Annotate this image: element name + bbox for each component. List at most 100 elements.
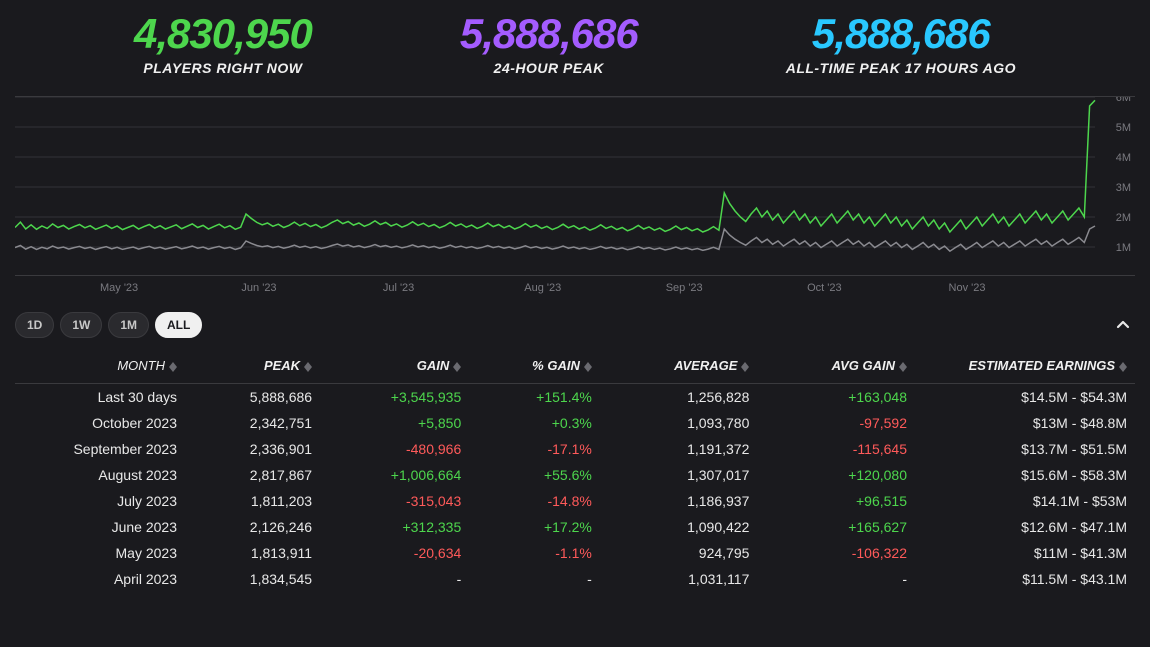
chart-x-axis: May '23Jun '23Jul '23Aug '23Sep '23Oct '… <box>15 282 1135 294</box>
stat-value: 5,888,686 <box>460 10 638 58</box>
cell: $13.7M - $51.5M <box>915 436 1135 462</box>
cell: 5,888,686 <box>185 384 320 411</box>
cell: May 2023 <box>15 540 185 566</box>
cell: 1,031,117 <box>600 566 758 592</box>
x-tick: Nov '23 <box>949 282 1090 294</box>
cell: $12.6M - $47.1M <box>915 514 1135 540</box>
cell: +3,545,935 <box>320 384 469 411</box>
col-gain[interactable]: GAIN <box>320 348 469 384</box>
cell: 1,811,203 <box>185 488 320 514</box>
cell: -1.1% <box>469 540 600 566</box>
cell: October 2023 <box>15 410 185 436</box>
cell: April 2023 <box>15 566 185 592</box>
table-row: October 20232,342,751+5,850+0.3%1,093,78… <box>15 410 1135 436</box>
player-chart[interactable]: 1M 2M 3M 4M 5M 6M May '23Jun '23Jul '23Aug '2… <box>0 96 1150 294</box>
svg-text:4M: 4M <box>1116 152 1131 164</box>
controls-row: 1D1W1MALL <box>0 294 1150 348</box>
cell: -20,634 <box>320 540 469 566</box>
cell: +55.6% <box>469 462 600 488</box>
cell: +312,335 <box>320 514 469 540</box>
range-buttons: 1D1W1MALL <box>15 312 202 338</box>
range-1d-button[interactable]: 1D <box>15 312 54 338</box>
cell: 1,090,422 <box>600 514 758 540</box>
col-average[interactable]: AVERAGE <box>600 348 758 384</box>
cell: - <box>757 566 915 592</box>
stats-table: MONTHPEAKGAIN% GAINAVERAGEAVG GAINESTIMA… <box>0 348 1150 592</box>
cell: -115,645 <box>757 436 915 462</box>
cell: 1,256,828 <box>600 384 758 411</box>
col-peak[interactable]: PEAK <box>185 348 320 384</box>
svg-text:2M: 2M <box>1116 212 1131 224</box>
table-row: July 20231,811,203-315,043-14.8%1,186,93… <box>15 488 1135 514</box>
cell: -97,592 <box>757 410 915 436</box>
svg-text:3M: 3M <box>1116 182 1131 194</box>
cell: +96,515 <box>757 488 915 514</box>
chart-svg: 1M 2M 3M 4M 5M 6M <box>15 97 1135 277</box>
cell: 1,813,911 <box>185 540 320 566</box>
cell: $13M - $48.8M <box>915 410 1135 436</box>
stats-row: 4,830,950 PLAYERS RIGHT NOW 5,888,686 24… <box>0 0 1150 96</box>
cell: $11.5M - $43.1M <box>915 566 1135 592</box>
cell: +163,048 <box>757 384 915 411</box>
range-1w-button[interactable]: 1W <box>60 312 102 338</box>
cell: August 2023 <box>15 462 185 488</box>
stat-alltime-peak: 5,888,686 ALL-TIME PEAK 17 HOURS AGO <box>786 10 1016 76</box>
cell: +0.3% <box>469 410 600 436</box>
cell: -106,322 <box>757 540 915 566</box>
table-row: September 20232,336,901-480,966-17.1%1,1… <box>15 436 1135 462</box>
table-header-row: MONTHPEAKGAIN% GAINAVERAGEAVG GAINESTIMA… <box>15 348 1135 384</box>
x-tick: Sep '23 <box>666 282 807 294</box>
cell: +165,627 <box>757 514 915 540</box>
col-estimated-earnings[interactable]: ESTIMATED EARNINGS <box>915 348 1135 384</box>
table-row: August 20232,817,867+1,006,664+55.6%1,30… <box>15 462 1135 488</box>
stat-label: 24-HOUR PEAK <box>460 60 638 76</box>
stat-24h-peak: 5,888,686 24-HOUR PEAK <box>460 10 638 76</box>
cell: $14.1M - $53M <box>915 488 1135 514</box>
svg-text:5M: 5M <box>1116 122 1131 134</box>
cell: 1,834,545 <box>185 566 320 592</box>
cell: 1,186,937 <box>600 488 758 514</box>
col-avg-gain[interactable]: AVG GAIN <box>757 348 915 384</box>
cell: - <box>320 566 469 592</box>
table-body: Last 30 days5,888,686+3,545,935+151.4%1,… <box>15 384 1135 593</box>
range-all-button[interactable]: ALL <box>155 312 202 338</box>
cell: $15.6M - $58.3M <box>915 462 1135 488</box>
cell: September 2023 <box>15 436 185 462</box>
range-1m-button[interactable]: 1M <box>108 312 149 338</box>
stat-value: 4,830,950 <box>134 10 312 58</box>
stat-value: 5,888,686 <box>786 10 1016 58</box>
table-row: Last 30 days5,888,686+3,545,935+151.4%1,… <box>15 384 1135 411</box>
cell: $14.5M - $54.3M <box>915 384 1135 411</box>
cell: July 2023 <box>15 488 185 514</box>
cell: 2,817,867 <box>185 462 320 488</box>
stat-label: ALL-TIME PEAK 17 HOURS AGO <box>786 60 1016 76</box>
col-month[interactable]: MONTH <box>15 348 185 384</box>
svg-text:1M: 1M <box>1116 242 1131 254</box>
cell: Last 30 days <box>15 384 185 411</box>
cell: 2,126,246 <box>185 514 320 540</box>
cell: -480,966 <box>320 436 469 462</box>
table-row: April 20231,834,545--1,031,117-$11.5M - … <box>15 566 1135 592</box>
chevron-up-icon <box>1115 317 1131 333</box>
svg-text:6M: 6M <box>1116 97 1131 104</box>
cell: 1,307,017 <box>600 462 758 488</box>
cell: - <box>469 566 600 592</box>
cell: +5,850 <box>320 410 469 436</box>
x-tick: May '23 <box>100 282 241 294</box>
cell: -315,043 <box>320 488 469 514</box>
table-row: June 20232,126,246+312,335+17.2%1,090,42… <box>15 514 1135 540</box>
cell: -17.1% <box>469 436 600 462</box>
cell: 2,342,751 <box>185 410 320 436</box>
cell: 1,191,372 <box>600 436 758 462</box>
collapse-toggle[interactable] <box>1111 313 1135 337</box>
cell: 2,336,901 <box>185 436 320 462</box>
x-tick: Jun '23 <box>241 282 382 294</box>
cell: +17.2% <box>469 514 600 540</box>
x-tick: Oct '23 <box>807 282 948 294</box>
cell: $11M - $41.3M <box>915 540 1135 566</box>
cell: +151.4% <box>469 384 600 411</box>
cell: +120,080 <box>757 462 915 488</box>
x-tick: Jul '23 <box>383 282 524 294</box>
col--gain[interactable]: % GAIN <box>469 348 600 384</box>
cell: 1,093,780 <box>600 410 758 436</box>
